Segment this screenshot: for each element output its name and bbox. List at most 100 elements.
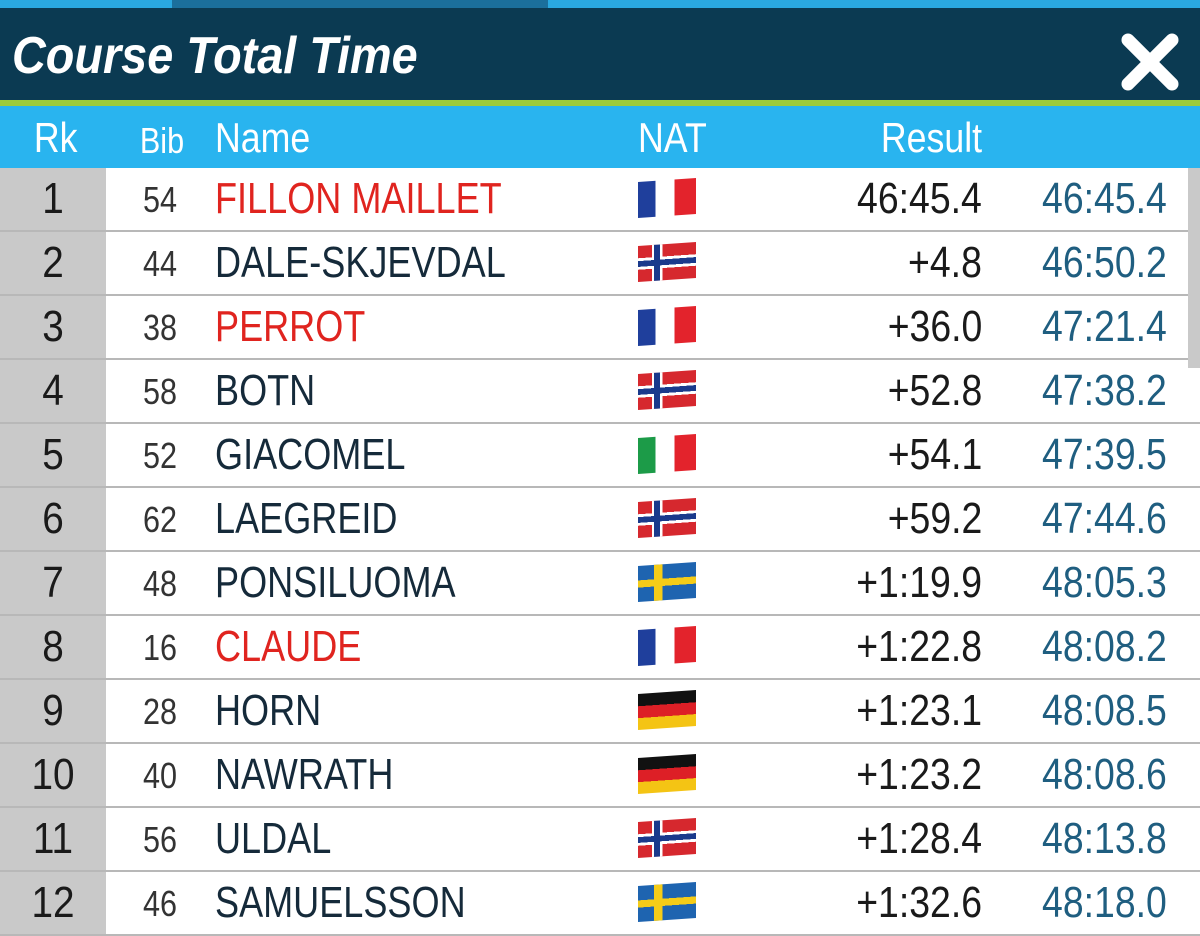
flag — [638, 497, 696, 539]
rank: 8 — [42, 622, 64, 671]
total-time: 47:44.6 — [1042, 494, 1167, 543]
scrollbar — [1188, 168, 1200, 368]
results-table: 1 54 FILLON MAILLET 46:45.4 46:45.4 2 44 DALE-S… — [0, 168, 1200, 936]
total-time: 48:05.3 — [1042, 558, 1167, 607]
bib: 52 — [142, 435, 178, 476]
bib: 46 — [142, 883, 178, 924]
column-title: Result — [880, 114, 982, 161]
total-time: 47:21.4 — [1042, 302, 1167, 351]
result: +1:23.2 — [856, 750, 982, 799]
rank-cell — [0, 168, 106, 230]
rank-cell — [0, 744, 106, 806]
rank-cell — [0, 296, 106, 358]
result-row: 2 44 DALE-SKJEVDAL +4.8 46:50.2 — [0, 232, 1200, 296]
athlete-name: BOTN — [215, 366, 316, 415]
result-row: 9 28 HORN +1:23.1 48:08.5 — [0, 680, 1200, 744]
column-header: Rk Bib Name NAT Result — [0, 106, 1200, 168]
flag — [638, 753, 696, 795]
result: +1:32.6 — [856, 878, 982, 927]
result: +1:23.1 — [856, 686, 982, 735]
rank-cell — [0, 872, 106, 934]
rank-cell — [0, 552, 106, 614]
total-time: 48:08.5 — [1042, 686, 1167, 735]
bib: 28 — [142, 691, 178, 732]
bib: 48 — [142, 563, 178, 604]
result-row: 8 16 CLAUDE +1:22.8 48:08.2 — [0, 616, 1200, 680]
result: +54.1 — [887, 430, 982, 479]
total-time: 47:38.2 — [1042, 366, 1167, 415]
total-time: 46:45.4 — [1042, 174, 1167, 223]
athlete-name: SAMUELSSON — [215, 878, 466, 927]
athlete-name: DALE-SKJEVDAL — [215, 238, 506, 287]
rank-cell — [0, 360, 106, 422]
bib: 44 — [142, 243, 178, 284]
result-row: 11 56 ULDAL +1:28.4 48:13.8 — [0, 808, 1200, 872]
close-button[interactable] — [1118, 30, 1182, 94]
rank: 3 — [42, 302, 64, 351]
flag — [638, 305, 696, 347]
flag — [638, 689, 696, 731]
rank: 4 — [42, 366, 64, 415]
result: +36.0 — [887, 302, 982, 351]
flag — [638, 881, 696, 923]
result-row: 12 46 SAMUELSSON +1:32.6 48:18.0 — [0, 872, 1200, 936]
bib: 38 — [142, 307, 178, 348]
result-row: 6 62 LAEGREID +59.2 47:44.6 — [0, 488, 1200, 552]
rank-cell — [0, 616, 106, 678]
rank-cell — [0, 488, 106, 550]
title: Course Total Time — [12, 27, 418, 85]
rank-cell — [0, 680, 106, 742]
rank-cell — [0, 424, 106, 486]
rank: 12 — [31, 878, 75, 927]
athlete-name: CLAUDE — [215, 622, 362, 671]
total-time: 48:08.6 — [1042, 750, 1167, 799]
rank: 6 — [42, 494, 64, 543]
result-row: 7 48 PONSILUOMA +1:19.9 48:05.3 — [0, 552, 1200, 616]
rank-cell — [0, 808, 106, 870]
rank-cell — [0, 232, 106, 294]
result: +52.8 — [887, 366, 982, 415]
athlete-name: HORN — [215, 686, 322, 735]
rank: 10 — [31, 750, 75, 799]
flag — [638, 241, 696, 283]
column-title: NAT — [638, 114, 707, 161]
flag — [638, 817, 696, 859]
bib: 54 — [142, 179, 178, 220]
column-title: Bib — [139, 120, 185, 161]
bib: 62 — [142, 499, 178, 540]
bib: 58 — [142, 371, 178, 412]
total-time: 47:39.5 — [1042, 430, 1167, 479]
athlete-name: PONSILUOMA — [215, 558, 456, 607]
result-row: 5 52 GIACOMEL +54.1 47:39.5 — [0, 424, 1200, 488]
rank: 7 — [42, 558, 64, 607]
total-time: 48:08.2 — [1042, 622, 1167, 671]
accent-line — [0, 100, 1200, 106]
bib: 56 — [142, 819, 178, 860]
result: +59.2 — [887, 494, 982, 543]
result-row: 4 58 BOTN +52.8 47:38.2 — [0, 360, 1200, 424]
athlete-name: FILLON MAILLET — [215, 174, 502, 223]
column-title: Name — [215, 114, 311, 161]
total-time: 46:50.2 — [1042, 238, 1167, 287]
result: +1:19.9 — [856, 558, 982, 607]
result-row: 1 54 FILLON MAILLET 46:45.4 46:45.4 — [0, 168, 1200, 232]
athlete-name: GIACOMEL — [215, 430, 406, 479]
rank: 1 — [42, 174, 64, 223]
bib: 16 — [142, 627, 178, 668]
result-row: 3 38 PERROT +36.0 47:21.4 — [0, 296, 1200, 360]
total-time: 48:13.8 — [1042, 814, 1167, 863]
athlete-name: LAEGREID — [215, 494, 398, 543]
athlete-name: NAWRATH — [215, 750, 394, 799]
athlete-name: PERROT — [215, 302, 366, 351]
result: +1:22.8 — [856, 622, 982, 671]
title-bar: Course Total Time — [0, 8, 1200, 100]
result-row: 10 40 NAWRATH +1:23.2 48:08.6 — [0, 744, 1200, 808]
result: +1:28.4 — [856, 814, 982, 863]
result: 46:45.4 — [857, 174, 982, 223]
bib: 40 — [142, 755, 178, 796]
rank: 11 — [32, 814, 74, 863]
flag — [638, 369, 696, 411]
athlete-name: ULDAL — [215, 814, 332, 863]
rank: 9 — [42, 686, 64, 735]
